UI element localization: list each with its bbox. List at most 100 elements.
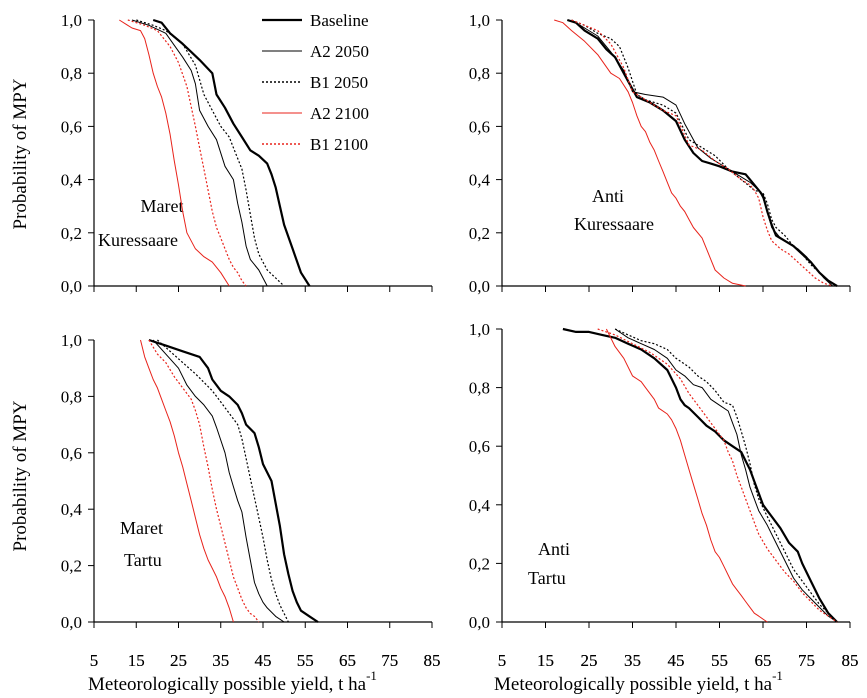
- legend-label: A2 2050: [310, 42, 369, 61]
- series-a2-2050: [571, 19, 833, 287]
- x-tick-label: 15: [537, 651, 554, 670]
- y-tick-label: 1,0: [469, 320, 490, 339]
- y-tick-label: 0,0: [469, 277, 490, 296]
- series-a2-2100: [140, 339, 234, 623]
- y-tick-label: 1,0: [61, 331, 82, 350]
- series-b1-2100: [597, 328, 838, 623]
- x-tick-label: 85: [424, 651, 441, 670]
- x-tick-label: 65: [755, 651, 772, 670]
- x-tick-label: 45: [668, 651, 685, 670]
- x-tick-label: 45: [255, 651, 272, 670]
- x-tick-label: 75: [381, 651, 398, 670]
- x-tick-label: 35: [212, 651, 229, 670]
- series-b1-2100: [571, 19, 833, 287]
- ylabel-top: Probability of MPY: [10, 78, 31, 229]
- series-b1-2050: [614, 328, 838, 623]
- y-tick-label: 0,0: [469, 613, 490, 632]
- y-tick-label: 0,0: [61, 613, 82, 632]
- y-tick-label: 0,4: [469, 171, 491, 190]
- panel-label-variety: Maret: [120, 518, 163, 538]
- x-tick-label: 55: [297, 651, 314, 670]
- series-baseline: [566, 18, 838, 287]
- series-b1-2100: [127, 19, 247, 287]
- panel-label-variety: Anti: [538, 539, 570, 559]
- x-tick-label: 65: [339, 651, 356, 670]
- x-tick-label: 55: [711, 651, 728, 670]
- y-tick-label: 0,8: [61, 387, 82, 406]
- series-b1-2100: [148, 339, 260, 623]
- series-a2-2100: [605, 328, 768, 623]
- x-tick-label: 75: [381, 651, 398, 670]
- series-b1-2050: [157, 339, 289, 623]
- y-tick-label: 0,2: [469, 554, 490, 573]
- panel-maret-kuressaare: 0,0 0,2 0,4 0,6 0,8 1,0 5 15 25 35 45 55 65 75 85 Maret…: [61, 11, 441, 670]
- series-a2-2100: [554, 19, 746, 287]
- x-tick-label: 45: [255, 651, 272, 670]
- x-tick-label: 35: [212, 651, 229, 670]
- legend-label: Baseline: [310, 11, 369, 30]
- x-tick-label: 35: [624, 651, 641, 670]
- x-tick-label: 25: [170, 651, 187, 670]
- y-tick-label: 0,4: [61, 500, 83, 519]
- y-tick-label: 0,6: [469, 117, 490, 136]
- y-tick-label: 0,6: [469, 437, 490, 456]
- x-tick-label: 75: [798, 651, 815, 670]
- x-tick-label: 75: [798, 651, 815, 670]
- y-tick-label: 0,8: [469, 64, 490, 83]
- x-tick-label: 85: [842, 651, 859, 670]
- panel-label-variety: Anti: [592, 186, 624, 206]
- legend-label: B1 2050: [310, 73, 368, 92]
- xlabel-left-sup: -1: [366, 668, 377, 683]
- x-tick-label: 15: [128, 651, 145, 670]
- panel-label-variety: Maret: [141, 196, 184, 216]
- panel-label-site: Kuressaare: [574, 214, 654, 234]
- x-tick-label: 65: [339, 651, 356, 670]
- x-tick-label: 15: [128, 651, 145, 670]
- y-tick-label: 0,6: [61, 117, 82, 136]
- panels-layer: 0,0 0,2 0,4 0,6 0,8 1,0 5 15 25 35 45 55 65 75 85 Maret…: [61, 11, 859, 670]
- x-tick-label: 25: [581, 651, 598, 670]
- x-tick-label: 5: [498, 651, 507, 670]
- x-tick-label: 45: [668, 651, 685, 670]
- y-tick-label: 0,2: [61, 224, 82, 243]
- series-b1-2050: [571, 19, 838, 287]
- y-tick-label: 0,8: [469, 379, 490, 398]
- series-baseline: [152, 18, 311, 287]
- y-tick-label: 0,8: [61, 64, 82, 83]
- x-tick-label: 25: [170, 651, 187, 670]
- series-a2-2100: [119, 19, 230, 287]
- xlabel-right: Meteorologically possible yield, t ha-1: [494, 668, 783, 695]
- series-b1-2050: [136, 19, 285, 287]
- y-tick-label: 0,2: [61, 557, 82, 576]
- x-tick-label: 5: [90, 651, 99, 670]
- x-tick-label: 5: [498, 651, 507, 670]
- xlabel-right-text: Meteorologically possible yield, t ha: [494, 674, 773, 695]
- series-baseline: [148, 338, 319, 623]
- series-a2-2050: [152, 339, 285, 623]
- x-tick-label: 85: [842, 651, 859, 670]
- x-tick-label: 5: [90, 651, 99, 670]
- x-tick-label: 35: [624, 651, 641, 670]
- y-tick-label: 0,4: [469, 496, 491, 515]
- x-tick-label: 85: [424, 651, 441, 670]
- xlabel-left: Meteorologically possible yield, t ha-1: [88, 668, 377, 695]
- panel-anti-kuressaare: 0,0 0,2 0,4 0,6 0,8 1,0 5 15 25 35 45 55 65 75 85 Anti K…: [469, 11, 859, 670]
- series-a2-2050: [131, 19, 268, 287]
- x-tick-label: 15: [537, 651, 554, 670]
- xlabel-left-text: Meteorologically possible yield, t ha: [88, 674, 367, 695]
- x-tick-label: 55: [297, 651, 314, 670]
- y-tick-label: 0,4: [61, 171, 83, 190]
- panel-label-site: Tartu: [528, 568, 566, 588]
- panel-label-site: Kuressaare: [98, 230, 178, 250]
- legend-label: B1 2100: [310, 135, 368, 154]
- x-tick-label: 25: [581, 651, 598, 670]
- panel-maret-tartu: 0,0 0,2 0,4 0,6 0,8 1,0 5 15 25 35 45 55 65 75 85 Maret…: [61, 331, 441, 670]
- panel-label-site: Tartu: [124, 550, 162, 570]
- xlabel-right-sup: -1: [772, 668, 783, 683]
- y-tick-label: 1,0: [61, 11, 82, 30]
- ylabel-bottom: Probability of MPY: [10, 400, 31, 551]
- y-tick-label: 0,6: [61, 444, 82, 463]
- y-tick-label: 1,0: [469, 11, 490, 30]
- x-tick-label: 55: [711, 651, 728, 670]
